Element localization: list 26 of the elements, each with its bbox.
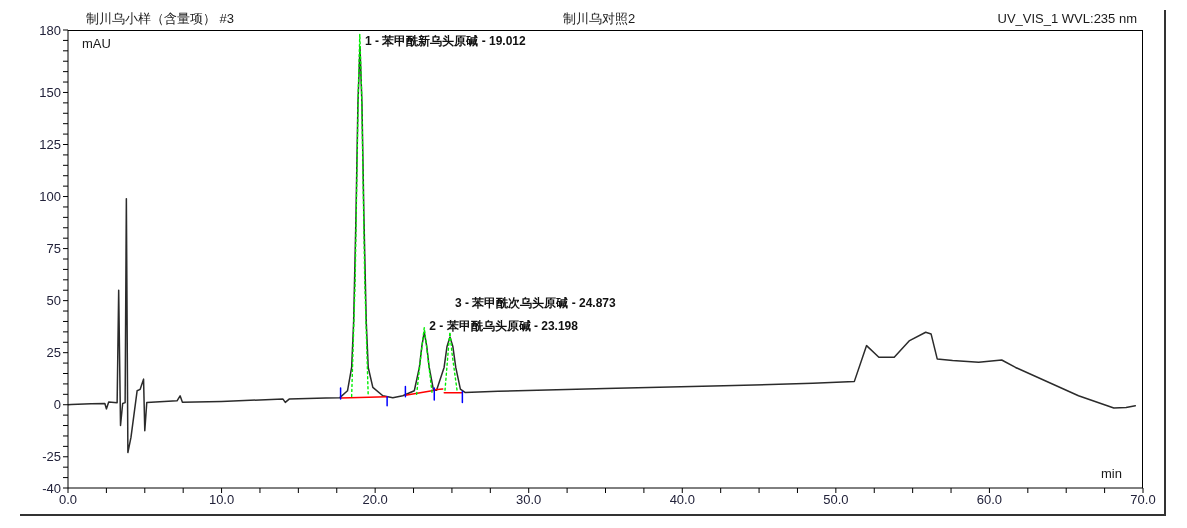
x-tick-label: 50.0	[823, 492, 849, 508]
annotation: 1 - 苯甲酰新乌头原碱 - 19.012	[364, 33, 526, 48]
x-axis-title: min	[1101, 466, 1122, 481]
y-tick-label: 125	[39, 137, 61, 153]
text: UV_VIS_1 WVL:235 nm	[997, 11, 1137, 26]
x-tick-label: 70.0	[1130, 492, 1156, 508]
x-tick-label: 10.0	[208, 492, 235, 508]
y-tick-label: -40	[42, 480, 61, 496]
y-tick-label: 180	[39, 22, 61, 38]
chart-title: 制川乌小样（含量项） #3	[86, 11, 235, 26]
y-tick-label: 75	[46, 241, 61, 257]
annotation: 2 - 苯甲酰乌头原碱 - 23.198	[429, 318, 579, 333]
chart-subtitle: 制川乌对照2	[563, 11, 636, 26]
x-tick-label: 30.0	[516, 492, 542, 508]
y-axis-title: mAU	[82, 36, 111, 51]
annotation: 3 - 苯甲酰次乌头原碱 - 24.873	[454, 296, 617, 311]
y-tick-label: 50	[46, 293, 61, 309]
y-tick-label: -25	[42, 449, 61, 465]
x-tick-label: 40.0	[669, 492, 695, 508]
y-tick-label: 0	[53, 397, 61, 413]
x-tick-label: 0.0	[58, 492, 78, 508]
y-tick-label: 25	[46, 345, 61, 361]
y-tick-label: 150	[39, 85, 61, 101]
y-tick-label: 100	[39, 189, 61, 205]
x-tick-label: 60.0	[976, 492, 1003, 508]
x-tick-label: 20.0	[362, 492, 388, 508]
